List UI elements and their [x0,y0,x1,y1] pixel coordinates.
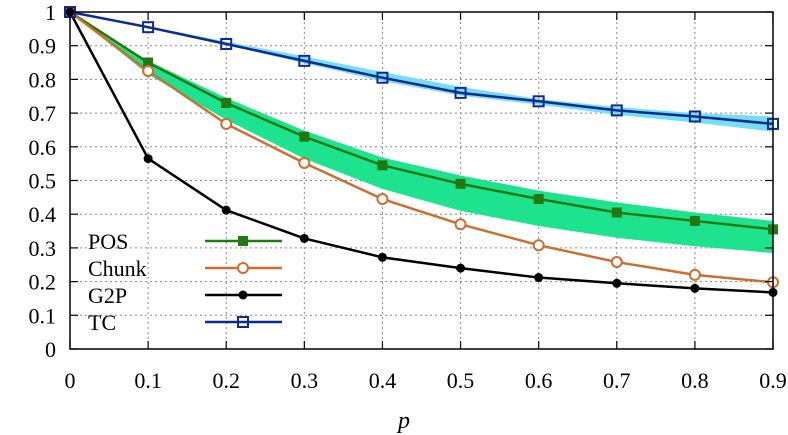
legend-label-pos: POS [88,229,128,254]
pos-point [533,194,544,205]
y-tick-label: 0.7 [29,101,57,126]
y-tick-label: 0.4 [29,202,57,227]
chunk-point [298,156,311,169]
y-tick-label: 0.3 [29,236,57,261]
x-tick-label: 0.2 [212,368,240,393]
x-tick-label: 0.5 [447,368,475,393]
g2p-point [534,273,544,283]
x-tick-label: 0.8 [681,368,709,393]
chunk-point [610,256,623,269]
tc-point [688,110,701,123]
chunk-point [454,218,467,231]
tc-point [220,38,233,51]
x-tick-label: 0.9 [759,368,787,393]
pos-point [455,178,466,189]
tc-point [298,54,311,67]
legend-marker-chunk [237,262,249,274]
tc-line [69,10,774,126]
g2p-point [299,233,309,243]
x-tick-label: 0.4 [369,368,397,393]
series-lines [68,10,774,294]
tc-band [70,12,773,132]
pos-band [70,12,773,253]
pos-point [299,131,310,142]
chunk-point [220,117,233,130]
tc-point [532,95,545,108]
g2p-point [690,283,700,293]
chunk-point [532,239,545,252]
g2p-point [612,278,622,288]
legend-label-tc: TC [88,310,116,335]
tc-point [376,71,389,84]
g2p-point [377,252,387,262]
pos-point [143,57,154,68]
confidence-bands [70,12,773,253]
legend-marker-g2p [238,290,248,300]
tc-point [454,86,467,99]
x-tick-label: 0.7 [603,368,631,393]
x-axis-label: p [396,408,410,434]
x-tick-label: 0 [65,368,76,393]
y-tick-label: 0.9 [29,34,57,59]
y-tick-label: 0.1 [29,303,57,328]
y-tick-label: 0.8 [29,67,57,92]
axis-ticks: 0 0.1 0.2 0.3 0.4 0.5 0.6 0.7 0.8 0.9 0 0.1 0.2 0.3 0.… [29,0,787,393]
chunk-line [69,11,774,284]
legend-label-g2p: G2P [88,283,127,308]
chunk-point [688,268,701,281]
chunk-point [376,193,389,206]
tc-point [610,104,623,117]
x-tick-label: 0.6 [525,368,553,393]
pos-point [221,97,232,108]
y-tick-label: 0.2 [29,270,57,295]
legend-marker-pos [238,236,248,246]
g2p-point [143,154,153,164]
pos-point [689,215,700,226]
pos-line [69,10,774,231]
legend-label-chunk: Chunk [88,256,147,281]
tc-point [142,21,155,34]
x-tick-label: 0.1 [134,368,162,393]
y-tick-label: 1 [45,0,56,25]
y-tick-label: 0.6 [29,135,57,160]
g2p-point [221,205,231,215]
chunk-point [142,64,155,77]
series-markers [64,6,779,297]
x-tick-label: 0.3 [291,368,319,393]
y-tick-label: 0.5 [29,169,57,194]
g2p-point [456,263,466,273]
legend-marker-tc [237,316,249,328]
pos-point [611,207,622,218]
pos-point [377,160,388,171]
g2p-line [68,11,774,294]
y-tick-label: 0 [45,337,56,362]
